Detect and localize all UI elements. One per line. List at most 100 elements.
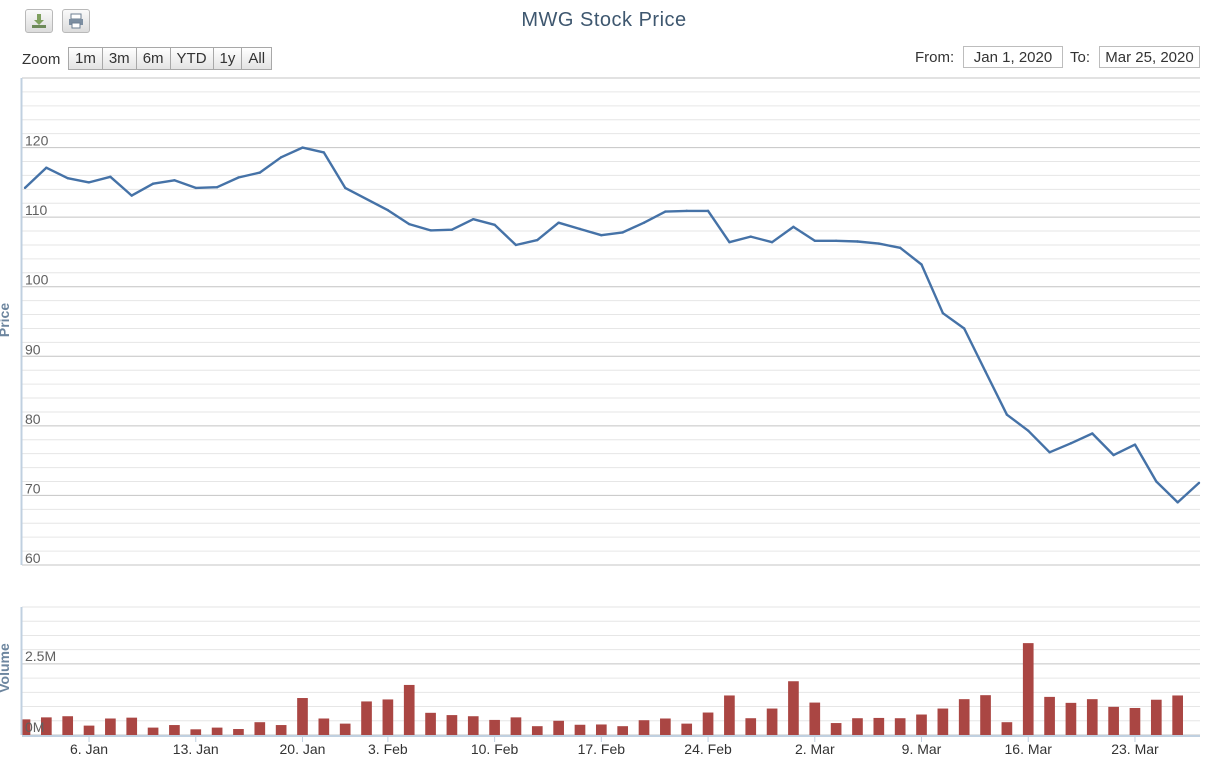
volume-bar bbox=[1129, 707, 1141, 735]
volume-tick-labels: 0M 2.5M bbox=[25, 648, 56, 735]
price-line bbox=[24, 146, 1200, 504]
zoom-all-button[interactable]: All bbox=[241, 47, 273, 70]
price-point bbox=[109, 175, 112, 178]
price-point bbox=[728, 240, 731, 244]
price-tick-label: 80 bbox=[25, 411, 41, 427]
volume-bar bbox=[574, 724, 586, 735]
to-label: To: bbox=[1070, 49, 1091, 66]
volume-bar bbox=[233, 729, 244, 735]
volume-bar bbox=[1108, 706, 1119, 735]
price-point bbox=[258, 171, 261, 174]
price-point bbox=[1133, 443, 1137, 446]
price-point bbox=[173, 179, 176, 182]
price-point bbox=[343, 186, 347, 190]
price-point bbox=[151, 182, 155, 185]
price-point bbox=[856, 240, 859, 243]
price-tick-label: 100 bbox=[25, 272, 49, 288]
price-point bbox=[514, 243, 518, 247]
x-tick-label: 2. Mar bbox=[795, 741, 835, 757]
zoom-label: Zoom bbox=[22, 51, 61, 68]
price-point bbox=[685, 209, 688, 213]
zoom-1y-button[interactable]: 1y bbox=[212, 47, 243, 70]
price-series bbox=[23, 146, 1201, 504]
volume-bar bbox=[809, 702, 821, 735]
x-tick-label: 20. Jan bbox=[280, 741, 326, 757]
volume-bar bbox=[553, 720, 564, 735]
price-axis-title: Price bbox=[0, 303, 12, 337]
volume-bar bbox=[190, 729, 202, 735]
volume-bar bbox=[361, 701, 372, 735]
price-point bbox=[1027, 429, 1030, 432]
volume-bar bbox=[425, 712, 436, 735]
x-axis-labels: 6. Jan 13. Jan 20. Jan 3. Feb 10. Feb 17. Feb… bbox=[70, 736, 1159, 757]
chart-title: MWG Stock Price bbox=[521, 9, 687, 31]
price-point bbox=[920, 263, 923, 266]
volume-bar bbox=[852, 718, 863, 735]
price-point bbox=[408, 222, 411, 226]
x-tick-label: 6. Jan bbox=[70, 741, 108, 757]
price-point bbox=[45, 166, 48, 169]
zoom-1m-button[interactable]: 1m bbox=[68, 47, 103, 70]
price-point bbox=[749, 235, 752, 238]
volume-bar bbox=[937, 708, 949, 735]
x-tick-label: 13. Jan bbox=[173, 741, 219, 757]
price-point bbox=[493, 223, 496, 226]
price-point bbox=[1069, 442, 1073, 445]
x-tick-label: 10. Feb bbox=[471, 741, 519, 757]
price-point bbox=[386, 208, 390, 212]
price-point bbox=[834, 239, 838, 242]
x-tick-label: 24. Feb bbox=[684, 741, 732, 757]
volume-bar bbox=[41, 717, 52, 735]
axes bbox=[20, 78, 1200, 737]
volume-bar bbox=[1044, 696, 1055, 735]
volume-bar bbox=[873, 717, 885, 735]
price-point bbox=[557, 221, 560, 224]
price-point bbox=[237, 176, 240, 179]
price-tick-label: 60 bbox=[25, 550, 41, 566]
price-point bbox=[706, 209, 710, 213]
volume-bar bbox=[62, 716, 74, 735]
volume-bars bbox=[22, 643, 1183, 735]
price-point bbox=[664, 210, 667, 213]
volume-bar bbox=[446, 715, 458, 735]
from-date-input[interactable]: Jan 1, 2020 bbox=[963, 46, 1063, 68]
volume-bar bbox=[318, 718, 330, 735]
volume-bar bbox=[147, 727, 159, 735]
volume-bar bbox=[275, 725, 287, 735]
volume-bar bbox=[126, 717, 138, 735]
x-tick-label: 23. Mar bbox=[1111, 741, 1159, 757]
price-point bbox=[1197, 481, 1201, 485]
price-point bbox=[600, 234, 603, 237]
price-point bbox=[215, 186, 219, 189]
volume-bar bbox=[1150, 699, 1162, 735]
price-tick-label: 120 bbox=[25, 133, 49, 149]
volume-bar bbox=[510, 717, 522, 735]
volume-bar bbox=[211, 727, 223, 735]
price-point bbox=[1112, 453, 1115, 457]
volume-bar bbox=[382, 699, 394, 735]
volume-bar bbox=[297, 698, 308, 735]
print-button[interactable] bbox=[62, 9, 90, 33]
price-point bbox=[792, 225, 795, 229]
to-date-input[interactable]: Mar 25, 2020 bbox=[1099, 46, 1200, 68]
volume-bar bbox=[339, 723, 351, 735]
price-point bbox=[963, 327, 966, 330]
price-point bbox=[621, 231, 624, 234]
zoom-3m-button[interactable]: 3m bbox=[101, 47, 137, 70]
volume-bar bbox=[980, 695, 991, 735]
volume-bar bbox=[1172, 695, 1183, 735]
price-point bbox=[1005, 413, 1009, 416]
volume-axis-title: Volume bbox=[0, 643, 12, 693]
price-point bbox=[194, 186, 197, 190]
price-point bbox=[1048, 451, 1051, 454]
volume-bar bbox=[724, 695, 735, 735]
price-point bbox=[898, 246, 902, 249]
price-gridlines bbox=[22, 77, 1200, 566]
download-button[interactable] bbox=[25, 9, 53, 33]
volume-bar bbox=[788, 681, 799, 735]
price-point bbox=[279, 156, 283, 159]
volume-bar bbox=[745, 718, 757, 735]
price-point bbox=[877, 242, 881, 245]
volume-bar bbox=[681, 723, 693, 735]
